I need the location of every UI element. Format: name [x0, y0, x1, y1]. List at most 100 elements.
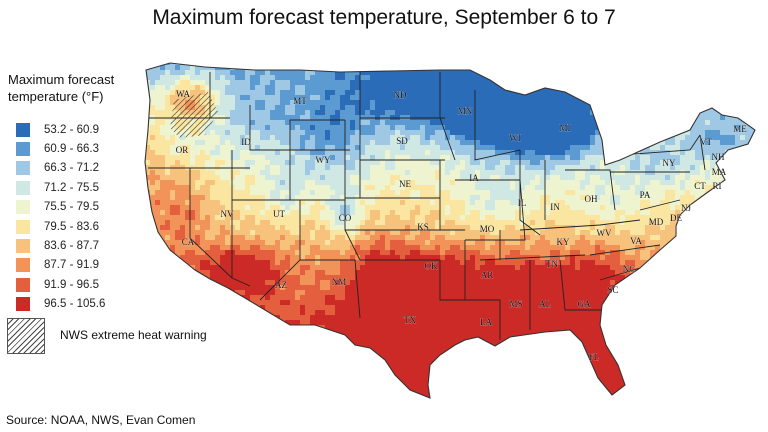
- temperature-cell: [585, 250, 591, 256]
- temperature-cell: [530, 80, 536, 86]
- temperature-cell: [345, 85, 351, 91]
- temperature-cell: [335, 85, 341, 91]
- temperature-cell: [440, 75, 446, 81]
- temperature-cell: [495, 63, 501, 66]
- temperature-cell: [695, 130, 701, 136]
- temperature-cell: [325, 115, 331, 121]
- temperature-cell: [420, 70, 426, 76]
- temperature-cell: [380, 80, 386, 86]
- temperature-cell: [240, 70, 246, 76]
- temperature-cell: [370, 95, 376, 101]
- temperature-cell: [745, 100, 751, 106]
- temperature-cell: [480, 140, 486, 146]
- temperature-cell: [390, 120, 396, 126]
- temperature-cell: [290, 120, 296, 126]
- temperature-cell: [480, 110, 486, 116]
- temperature-cell: [525, 110, 531, 116]
- temperature-cell: [315, 245, 321, 251]
- temperature-cell: [705, 100, 711, 106]
- temperature-cell: [320, 175, 326, 181]
- temperature-cell: [185, 230, 191, 236]
- temperature-cell: [230, 90, 236, 96]
- temperature-cell: [405, 170, 411, 176]
- temperature-cell: [280, 125, 286, 131]
- temperature-cell: [710, 100, 716, 106]
- temperature-cell: [165, 170, 171, 176]
- temperature-cell: [150, 155, 156, 161]
- temperature-cell: [460, 190, 466, 196]
- temperature-cell: [180, 215, 186, 221]
- temperature-cell: [530, 85, 536, 91]
- temperature-cell: [370, 165, 376, 171]
- temperature-cell: [560, 200, 566, 206]
- temperature-cell: [590, 95, 596, 101]
- temperature-cell: [330, 195, 336, 201]
- temperature-cell: [460, 150, 466, 156]
- temperature-cell: [475, 130, 481, 136]
- temperature-cell: [385, 185, 391, 191]
- temperature-cell: [275, 130, 281, 136]
- temperature-cell: [360, 230, 366, 236]
- temperature-cell: [470, 220, 476, 226]
- temperature-cell: [530, 230, 536, 236]
- temperature-cell: [730, 125, 736, 131]
- temperature-cell: [390, 225, 396, 231]
- temperature-cell: [690, 230, 696, 236]
- temperature-cell: [735, 125, 741, 131]
- temperature-cell: [680, 145, 686, 151]
- temperature-cell: [400, 95, 406, 101]
- temperature-cell: [505, 230, 511, 236]
- temperature-cell: [490, 110, 496, 116]
- temperature-cell: [300, 245, 306, 251]
- temperature-cell: [460, 250, 466, 256]
- temperature-cell: [685, 145, 691, 151]
- temperature-cell: [275, 245, 281, 251]
- temperature-cell: [190, 90, 196, 96]
- temperature-cell: [405, 63, 411, 66]
- temperature-cell: [635, 75, 641, 81]
- temperature-cell: [610, 75, 616, 81]
- temperature-cell: [700, 230, 706, 236]
- temperature-cell: [380, 200, 386, 206]
- temperature-cell: [375, 125, 381, 131]
- temperature-cell: [265, 100, 271, 106]
- temperature-cell: [690, 180, 696, 186]
- temperature-cell: [220, 90, 226, 96]
- temperature-cell: [500, 63, 506, 66]
- temperature-cell: [495, 110, 501, 116]
- temperature-cell: [680, 80, 686, 86]
- temperature-cell: [595, 70, 601, 76]
- temperature-cell: [630, 95, 636, 101]
- temperature-cell: [375, 185, 381, 191]
- temperature-cell: [735, 160, 741, 166]
- temperature-cell: [220, 75, 226, 81]
- temperature-cell: [725, 250, 731, 256]
- temperature-cell: [305, 240, 311, 246]
- temperature-cell: [270, 220, 276, 226]
- temperature-cell: [435, 180, 441, 186]
- temperature-cell: [195, 215, 201, 221]
- temperature-cell: [715, 195, 721, 201]
- temperature-cell: [735, 155, 741, 161]
- temperature-cell: [165, 185, 171, 191]
- temperature-cell: [495, 225, 501, 231]
- temperature-cell: [570, 200, 576, 206]
- temperature-cell: [655, 185, 661, 191]
- temperature-cell: [385, 130, 391, 136]
- temperature-cell: [625, 70, 631, 76]
- temperature-cell: [585, 130, 591, 136]
- temperature-cell: [595, 190, 601, 196]
- temperature-cell: [600, 165, 606, 171]
- temperature-cell: [460, 170, 466, 176]
- temperature-cell: [475, 65, 481, 71]
- temperature-cell: [335, 200, 341, 206]
- temperature-cell: [180, 70, 186, 76]
- temperature-cell: [400, 180, 406, 186]
- temperature-cell: [580, 190, 586, 196]
- temperature-cell: [535, 65, 541, 71]
- temperature-cell: [390, 250, 396, 256]
- temperature-cell: [315, 140, 321, 146]
- temperature-cell: [660, 80, 666, 86]
- temperature-cell: [555, 115, 561, 121]
- temperature-cell: [380, 175, 386, 181]
